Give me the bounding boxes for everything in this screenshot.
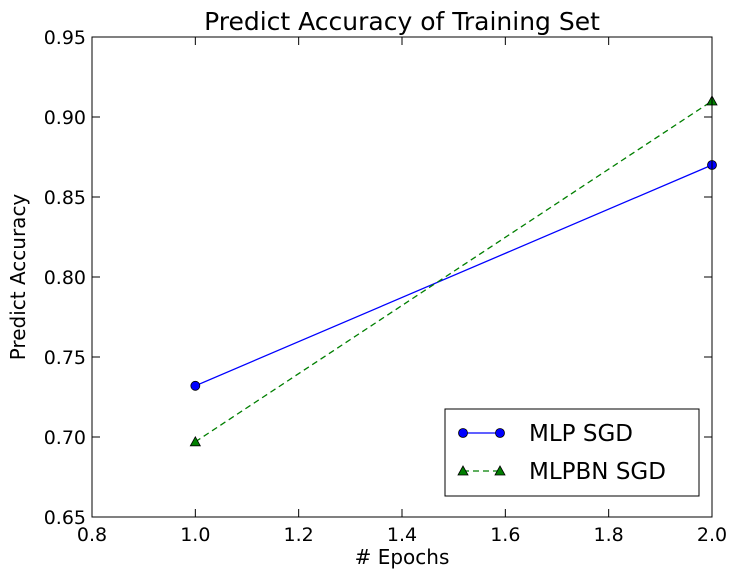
- x-tick-label: 2.0: [697, 524, 727, 546]
- legend-item: MLPBN SGD: [457, 459, 666, 485]
- y-tick-label: 0.80: [44, 267, 86, 289]
- series-1: [190, 160, 717, 391]
- x-tick-label: 1.0: [180, 524, 210, 546]
- x-axis-label: # Epochs: [355, 545, 450, 569]
- plot-area: [189, 95, 718, 447]
- series-line: [194, 100, 713, 443]
- y-tick-label: 0.90: [44, 107, 86, 129]
- x-tick-label: 1.2: [284, 524, 314, 546]
- series-2: [189, 95, 718, 447]
- legend-label: MLP SGD: [529, 421, 633, 447]
- legend-marker: [495, 428, 505, 438]
- legend-label: MLPBN SGD: [529, 459, 666, 485]
- y-tick-label: 0.70: [44, 427, 86, 449]
- chart-title: Predict Accuracy of Training Set: [204, 7, 600, 36]
- legend: MLP SGD MLPBN SGD: [444, 408, 700, 497]
- series-line: [195, 164, 713, 387]
- x-tick-label: 1.4: [387, 524, 417, 546]
- y-tick-label: 0.85: [44, 187, 86, 209]
- axis-ticks: 0.8 1.0 1.2 1.4 1.6 1.8 2.0 0.65 0.70 0.75 0.80 0.8…: [44, 27, 727, 546]
- legend-marker: [457, 465, 469, 476]
- y-tick-label: 0.65: [44, 507, 86, 529]
- legend-item: MLP SGD: [458, 421, 633, 447]
- x-tick-label: 1.8: [594, 524, 624, 546]
- data-point: [189, 435, 202, 447]
- y-tick-label: 0.75: [44, 347, 86, 369]
- y-axis-label: Predict Accuracy: [6, 194, 30, 361]
- x-tick-label: 1.6: [490, 524, 520, 546]
- legend-marker: [494, 465, 506, 476]
- legend-box: [444, 408, 700, 497]
- data-point: [190, 380, 201, 391]
- y-tick-label: 0.95: [44, 27, 86, 49]
- x-tick-label: 0.8: [77, 524, 107, 546]
- legend-marker: [458, 428, 468, 438]
